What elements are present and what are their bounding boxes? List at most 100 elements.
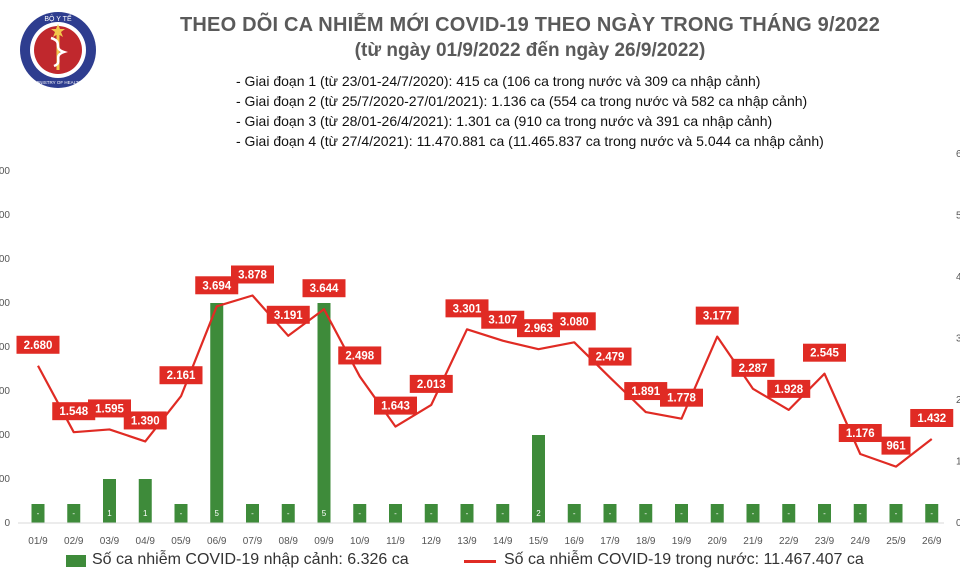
bar-data-label: - — [680, 509, 683, 518]
bar-data-label: - — [752, 509, 755, 518]
data-label: 3.644 — [310, 283, 339, 295]
legend-bar-swatch — [66, 555, 86, 567]
data-label: 1.778 — [667, 393, 696, 405]
data-label: 3.080 — [560, 316, 589, 328]
data-label-box — [338, 346, 382, 365]
right-axis-tick: 4 — [956, 272, 960, 283]
data-label-box — [123, 411, 167, 430]
right-axis-tick: 2 — [956, 395, 960, 406]
x-tick-label: 01/9 — [28, 536, 48, 547]
x-tick-label: 08/9 — [279, 536, 299, 547]
left-axis-tick: 000 — [0, 474, 10, 485]
phase-note-1: - Giai đoạn 1 (từ 23/01-24/7/2020): 415 … — [236, 73, 761, 89]
data-label-box — [16, 335, 60, 354]
data-label: 1.595 — [95, 403, 124, 415]
data-label-box — [52, 402, 96, 421]
left-axis-tick: 0 — [4, 518, 10, 529]
logo-text-bottom: MINISTRY OF HEALTH — [34, 80, 82, 85]
bar-data-label: - — [859, 509, 862, 518]
x-tick-label: 13/9 — [457, 536, 477, 547]
x-tick-label: 24/9 — [851, 536, 871, 547]
data-label-box — [195, 276, 239, 295]
data-label-box — [803, 343, 846, 362]
x-tick-label: 03/9 — [100, 536, 120, 547]
ministry-of-health-logo: BỘ Y TẾ MINISTRY OF HEALTH — [20, 12, 96, 88]
bar-data-label: - — [787, 509, 790, 518]
right-axis-tick: 1 — [956, 457, 960, 468]
bar-data-label: - — [716, 509, 719, 518]
data-label-box — [910, 408, 954, 427]
bar-data-label: - — [609, 509, 612, 518]
x-tick-label: 20/9 — [708, 536, 728, 547]
data-label: 3.177 — [703, 311, 732, 323]
data-label-box — [231, 265, 274, 284]
phase-note-2: - Giai đoạn 2 (từ 25/7/2020-27/01/2021):… — [236, 93, 808, 109]
phase-note-3: - Giai đoạn 3 (từ 28/01-26/4/2021): 1.30… — [236, 113, 773, 129]
bar-data-label: - — [430, 509, 433, 518]
left-axis-tick: 000 — [0, 166, 10, 177]
bar — [31, 504, 45, 523]
data-label: 1.643 — [381, 401, 410, 413]
x-tick-label: 17/9 — [600, 536, 620, 547]
bar — [210, 303, 224, 523]
data-label-box — [481, 310, 525, 329]
data-label-box — [624, 382, 668, 401]
data-label: 1.432 — [917, 413, 946, 425]
data-label-box — [302, 279, 346, 298]
bar — [853, 504, 867, 523]
left-axis-tick: 000 — [0, 254, 10, 265]
legend-line-swatch — [464, 560, 496, 563]
x-tick-label: 19/9 — [672, 536, 692, 547]
data-label-box — [838, 424, 882, 443]
right-axis-tick: 6 — [956, 149, 960, 160]
data-label: 2.013 — [417, 379, 446, 391]
bar — [389, 504, 402, 523]
data-label: 2.963 — [524, 323, 553, 335]
data-label-box — [517, 319, 560, 338]
x-tick-label: 02/9 — [64, 536, 84, 547]
data-label: 1.928 — [774, 384, 803, 396]
data-label: 2.545 — [810, 348, 839, 360]
bar-data-label: - — [895, 509, 898, 518]
chart-legend: Số ca nhiễm COVID-19 nhập cảnh: 6.326 ca… — [0, 547, 960, 573]
bar — [925, 504, 939, 523]
left-axis-tick: 000 — [0, 386, 10, 397]
data-label-box — [660, 388, 703, 407]
right-axis-tick: 0 — [956, 518, 960, 529]
x-tick-label: 10/9 — [350, 536, 370, 547]
bar — [567, 504, 581, 523]
bar-data-label: - — [466, 509, 469, 518]
right-axis-tick: 3 — [956, 334, 960, 345]
x-tick-label: 23/9 — [815, 536, 835, 547]
phase-note-4: - Giai đoạn 4 (từ 27/4/2021): 11.470.881… — [236, 133, 824, 149]
data-label-box — [374, 396, 417, 415]
logo-text-top: BỘ Y TẾ — [44, 13, 72, 23]
bar — [818, 504, 831, 523]
data-label-box — [159, 366, 203, 385]
bar — [603, 504, 617, 523]
bar — [675, 504, 688, 523]
bar-data-label: - — [394, 509, 397, 518]
bar — [138, 479, 152, 523]
data-label: 3.191 — [274, 310, 303, 322]
bar — [353, 504, 367, 523]
bar — [496, 504, 510, 523]
data-label: 3.301 — [453, 303, 482, 315]
x-tick-label: 07/9 — [243, 536, 263, 547]
bar — [67, 504, 81, 523]
chart-title: THEO DÕI CA NHIỄM MỚI COVID-19 THEO NGÀY… — [179, 14, 881, 36]
bar — [889, 504, 903, 523]
bar-data-label: 2 — [536, 509, 541, 518]
bar — [246, 504, 259, 523]
data-label: 1.390 — [131, 415, 160, 427]
data-label: 3.694 — [202, 280, 231, 292]
bar — [103, 479, 116, 523]
bar-data-label: 5 — [322, 509, 327, 518]
bar — [424, 504, 438, 523]
data-label-box — [881, 436, 911, 455]
x-tick-label: 18/9 — [636, 536, 656, 547]
x-tick-label: 21/9 — [743, 536, 763, 547]
data-label-box — [767, 379, 811, 398]
x-tick-label: 14/9 — [493, 536, 513, 547]
